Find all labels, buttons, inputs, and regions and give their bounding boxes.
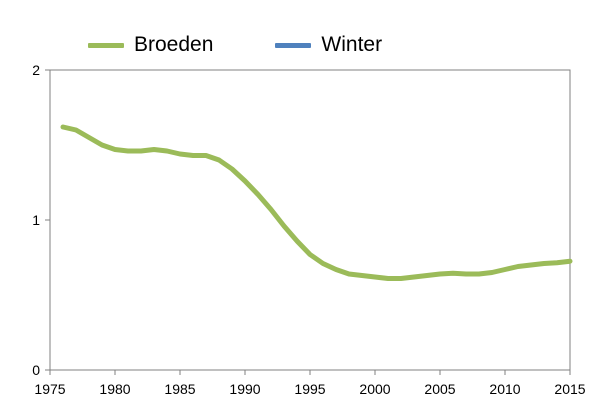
legend: Broeden Winter: [88, 33, 444, 57]
y-axis-ticks: 0 1 2: [32, 62, 50, 378]
x-tick-label: 2000: [359, 381, 390, 397]
x-tick-label: 2015: [554, 381, 585, 397]
y-tick-label: 1: [32, 212, 40, 228]
legend-item-winter: Winter: [275, 33, 382, 57]
x-tick-label: 2005: [424, 381, 455, 397]
legend-label-winter: Winter: [321, 33, 383, 56]
x-tick-label: 1975: [34, 381, 65, 397]
plot-area-frame: [49, 69, 571, 371]
y-tick-label: 0: [32, 362, 40, 378]
x-tick-label: 2010: [489, 381, 520, 397]
x-axis-ticks: 1975 1980 1985 1990 1995 2000 2005 2010 2015: [34, 370, 586, 397]
legend-swatch-broeden: [88, 42, 124, 48]
legend-item-broeden: Broeden: [88, 33, 213, 57]
x-tick-label: 1990: [229, 381, 260, 397]
legend-label-broeden: Broeden: [134, 33, 214, 56]
legend-swatch-winter: [275, 42, 312, 48]
series-line-broeden: [60, 124, 573, 281]
series-lines: [60, 124, 573, 281]
x-tick-label: 1985: [164, 381, 195, 397]
x-tick-label: 1995: [294, 381, 325, 397]
x-tick-label: 1980: [99, 381, 130, 397]
y-tick-label: 2: [32, 62, 40, 78]
